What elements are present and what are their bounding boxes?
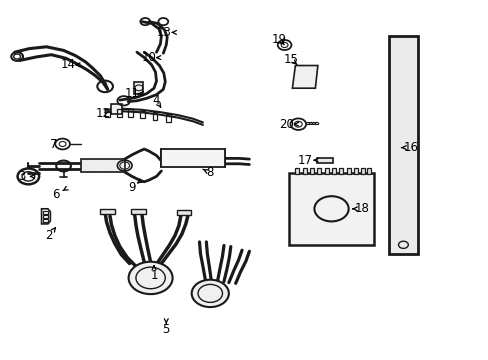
Text: 2: 2 [45,229,53,242]
Text: 3: 3 [18,170,26,183]
Text: 11: 11 [124,87,139,100]
Bar [324,168,328,174]
Bar [295,168,299,174]
Bar [346,168,350,174]
Bar [176,210,191,215]
Text: 20: 20 [278,118,293,131]
Bar [43,219,48,222]
Bar [152,112,157,120]
Bar [353,168,357,174]
Bar [302,168,306,174]
Polygon shape [292,66,317,88]
Bar [161,149,224,167]
Text: 10: 10 [142,51,156,64]
Text: 15: 15 [283,53,298,66]
Text: 1: 1 [150,269,158,282]
Polygon shape [41,209,50,224]
Bar [317,168,321,174]
Text: 13: 13 [156,26,171,39]
Bar [331,168,335,174]
Text: 5: 5 [162,323,170,336]
Bar [111,104,122,114]
Bar [388,36,417,254]
Bar [43,211,48,214]
Bar [134,82,143,94]
Text: 16: 16 [403,141,417,154]
Bar [288,173,373,245]
Bar [100,209,115,214]
Bar [316,158,332,163]
Bar [43,215,48,218]
Bar [309,168,313,174]
Bar [128,109,133,117]
Text: 19: 19 [271,33,285,46]
Text: 12: 12 [95,107,110,120]
Bar [339,168,343,174]
Bar [140,111,145,118]
Text: 18: 18 [354,202,368,215]
Bar [361,168,365,174]
Text: 7: 7 [50,138,58,150]
Text: 14: 14 [61,58,76,71]
Bar [131,209,145,214]
Text: 6: 6 [52,188,60,201]
Text: 9: 9 [128,181,136,194]
Text: 8: 8 [206,166,214,179]
Circle shape [128,262,172,294]
Bar [166,114,171,122]
Text: 17: 17 [298,154,312,167]
Circle shape [191,280,228,307]
Bar [81,159,124,172]
Text: 4: 4 [152,94,160,107]
Bar [366,168,370,174]
Bar [105,109,110,117]
Bar [117,109,122,117]
